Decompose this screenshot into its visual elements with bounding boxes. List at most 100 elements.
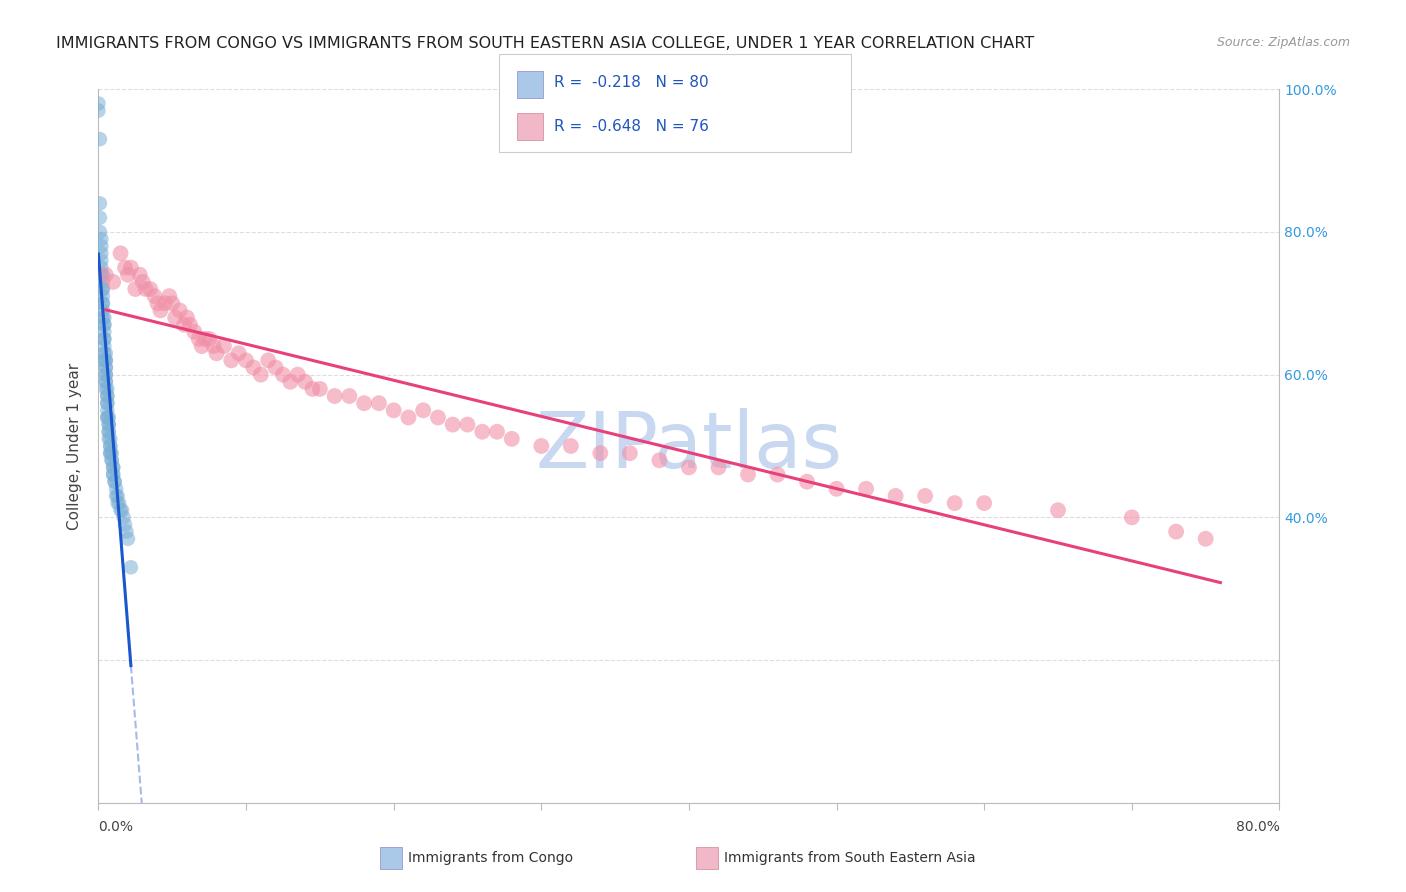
Point (530, 439, 553, 453)
Point (943, 496, 966, 510)
Point (128, 268, 150, 282)
Point (301, 382, 323, 396)
Point (94, 353, 117, 368)
Point (143, 289, 166, 303)
Point (323, 389, 346, 403)
Point (766, 467, 789, 482)
Point (91, 282, 114, 296)
Point (93, 332, 115, 346)
Point (89, 132, 111, 146)
Point (97, 432, 120, 446)
Point (90, 239, 112, 253)
Point (93, 339, 115, 353)
Point (96, 403, 118, 417)
Point (103, 460, 125, 475)
Point (294, 375, 316, 389)
Point (94, 368, 117, 382)
Point (98, 446, 121, 460)
Point (124, 282, 146, 296)
Point (110, 503, 132, 517)
Point (96, 382, 118, 396)
Point (98, 439, 121, 453)
Point (97, 425, 120, 439)
Point (120, 560, 142, 574)
Point (87, 103, 110, 118)
Point (100, 453, 122, 467)
Point (94, 368, 117, 382)
Point (100, 446, 122, 460)
Point (560, 439, 582, 453)
Point (104, 475, 127, 489)
Point (589, 446, 612, 460)
Point (93, 318, 115, 332)
Point (96, 389, 118, 403)
Point (202, 339, 225, 353)
Point (619, 446, 641, 460)
Point (117, 532, 139, 546)
Point (90, 253, 112, 268)
Point (169, 303, 191, 318)
Point (103, 467, 125, 482)
Point (110, 246, 132, 260)
Point (146, 296, 169, 310)
Point (96, 396, 118, 410)
Point (198, 332, 221, 346)
Point (94, 375, 117, 389)
Point (796, 475, 818, 489)
Point (165, 310, 187, 325)
Point (486, 425, 509, 439)
Point (94, 375, 117, 389)
Point (250, 368, 273, 382)
Point (287, 368, 309, 382)
Point (111, 503, 134, 517)
Point (212, 339, 235, 353)
Point (153, 296, 176, 310)
Point (737, 467, 759, 482)
Point (100, 453, 122, 467)
Point (107, 496, 129, 510)
Point (94, 268, 117, 282)
Point (235, 353, 257, 368)
Point (149, 303, 172, 318)
Point (353, 396, 375, 410)
Point (176, 310, 198, 325)
Text: IMMIGRANTS FROM CONGO VS IMMIGRANTS FROM SOUTH EASTERN ASIA COLLEGE, UNDER 1 YEA: IMMIGRANTS FROM CONGO VS IMMIGRANTS FROM… (56, 36, 1035, 51)
Point (396, 410, 419, 425)
Point (219, 353, 242, 368)
Point (648, 453, 671, 467)
Point (194, 332, 217, 346)
Point (97, 425, 120, 439)
Point (89, 225, 111, 239)
Point (103, 467, 125, 482)
Point (309, 382, 332, 396)
Point (98, 432, 121, 446)
Point (914, 489, 936, 503)
Point (97, 417, 120, 432)
Point (90, 260, 112, 275)
Point (973, 496, 995, 510)
Point (271, 368, 294, 382)
Point (94, 360, 117, 375)
Point (884, 489, 907, 503)
Y-axis label: College, Under 1 year: College, Under 1 year (67, 362, 83, 530)
Point (441, 417, 464, 432)
Point (87, 96, 110, 111)
Point (90, 246, 112, 260)
Point (105, 489, 128, 503)
Point (183, 325, 205, 339)
Text: 0.0%: 0.0% (98, 821, 134, 834)
Point (825, 482, 848, 496)
Point (382, 403, 405, 417)
Point (104, 475, 127, 489)
Point (93, 353, 115, 368)
Point (1164, 524, 1187, 539)
Point (112, 510, 135, 524)
Point (94, 382, 117, 396)
Point (91, 310, 114, 325)
Point (91, 275, 114, 289)
Point (114, 260, 136, 275)
Point (90, 268, 112, 282)
Point (139, 282, 162, 296)
Point (707, 460, 730, 475)
Point (96, 389, 118, 403)
